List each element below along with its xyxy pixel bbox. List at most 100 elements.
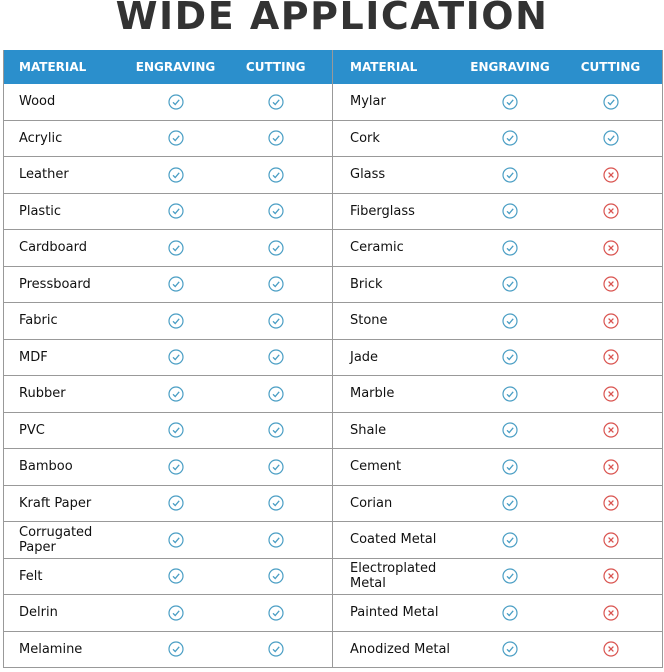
check-circle-icon bbox=[167, 240, 184, 256]
material-name: Fiberglass bbox=[350, 203, 415, 219]
x-circle-icon bbox=[602, 495, 619, 511]
cutting-cell bbox=[219, 459, 332, 475]
material-name: PVC bbox=[19, 422, 45, 438]
check-circle-icon bbox=[268, 532, 284, 548]
engraving-cell bbox=[461, 532, 559, 548]
cutting-cell bbox=[219, 130, 332, 146]
material-name: MDF bbox=[19, 349, 48, 365]
table-row: Fabric Stone bbox=[4, 303, 662, 340]
engraving-cell bbox=[461, 349, 559, 365]
cutting-cell bbox=[559, 130, 662, 146]
check-circle-icon bbox=[502, 313, 518, 329]
cutting-cell bbox=[559, 568, 662, 584]
table-row: PVC Shale bbox=[4, 412, 662, 449]
cutting-cell bbox=[559, 386, 662, 402]
check-circle-icon bbox=[268, 167, 284, 183]
header-material: MATERIAL bbox=[19, 60, 87, 74]
table-row: Felt Electroplated Metal bbox=[4, 558, 662, 595]
material-name: Plastic bbox=[19, 203, 62, 219]
engraving-cell bbox=[461, 568, 559, 584]
check-circle-icon bbox=[268, 240, 284, 256]
header-cutting: CUTTING bbox=[245, 60, 306, 74]
check-circle-icon bbox=[167, 167, 184, 183]
cutting-cell bbox=[559, 459, 662, 475]
cutting-cell bbox=[219, 422, 332, 438]
header-engraving: ENGRAVING bbox=[470, 60, 550, 74]
material-name: Corrugated Paper bbox=[19, 524, 93, 555]
check-circle-icon bbox=[167, 422, 184, 438]
table-row: Delrin Painted Metal bbox=[4, 595, 662, 632]
check-circle-icon bbox=[268, 568, 284, 584]
x-circle-icon bbox=[602, 459, 619, 475]
table-row: Acrylic Cork bbox=[4, 120, 662, 157]
check-circle-icon bbox=[167, 641, 184, 657]
cutting-cell bbox=[559, 240, 662, 256]
engraving-cell bbox=[461, 605, 559, 621]
page-title: WIDE APPLICATION bbox=[115, 0, 549, 38]
engraving-cell bbox=[461, 459, 559, 475]
cutting-cell bbox=[219, 203, 332, 219]
material-name: Acrylic bbox=[19, 130, 63, 146]
engraving-cell bbox=[461, 422, 559, 438]
material-name: Kraft Paper bbox=[19, 495, 92, 511]
check-circle-icon bbox=[268, 605, 284, 621]
check-circle-icon bbox=[502, 386, 518, 402]
material-name: Corian bbox=[350, 495, 393, 511]
x-circle-icon bbox=[602, 167, 619, 183]
cutting-cell bbox=[559, 276, 662, 292]
x-circle-icon bbox=[602, 641, 619, 657]
check-circle-icon bbox=[167, 130, 184, 146]
table-row: MDF Jade bbox=[4, 339, 662, 376]
engraving-cell bbox=[461, 641, 559, 657]
material-name: Cork bbox=[350, 130, 380, 146]
cutting-cell bbox=[219, 641, 332, 657]
check-circle-icon bbox=[502, 167, 518, 183]
check-circle-icon bbox=[502, 276, 518, 292]
check-circle-icon bbox=[502, 459, 518, 475]
cutting-cell bbox=[219, 94, 332, 110]
table-row: Wood Mylar bbox=[4, 84, 662, 121]
engraving-cell bbox=[132, 422, 220, 438]
engraving-cell bbox=[461, 203, 559, 219]
cutting-cell bbox=[559, 313, 662, 329]
material-name: Wood bbox=[19, 94, 56, 110]
check-circle-icon bbox=[502, 532, 518, 548]
header-engraving: ENGRAVING bbox=[135, 60, 216, 74]
material-name: Rubber bbox=[19, 386, 66, 402]
header-material: MATERIAL bbox=[350, 60, 418, 74]
check-circle-icon bbox=[268, 422, 284, 438]
check-circle-icon bbox=[502, 203, 518, 219]
engraving-cell bbox=[132, 240, 220, 256]
check-circle-icon bbox=[268, 386, 284, 402]
material-name: Shale bbox=[350, 422, 387, 438]
cutting-cell bbox=[219, 313, 332, 329]
cutting-cell bbox=[559, 167, 662, 183]
engraving-cell bbox=[132, 568, 220, 584]
check-circle-icon bbox=[602, 94, 619, 110]
material-name: Bamboo bbox=[19, 459, 73, 475]
check-circle-icon bbox=[268, 276, 284, 292]
engraving-cell bbox=[132, 276, 220, 292]
check-circle-icon bbox=[268, 495, 284, 511]
check-circle-icon bbox=[502, 130, 518, 146]
engraving-cell bbox=[461, 276, 559, 292]
x-circle-icon bbox=[602, 532, 619, 548]
check-circle-icon bbox=[167, 203, 184, 219]
check-circle-icon bbox=[167, 532, 184, 548]
check-circle-icon bbox=[502, 605, 518, 621]
check-circle-icon bbox=[268, 94, 284, 110]
check-circle-icon bbox=[502, 568, 518, 584]
material-name: Glass bbox=[350, 167, 386, 183]
check-circle-icon bbox=[268, 459, 284, 475]
table-row: Cardboard Ceramic bbox=[4, 230, 662, 267]
material-name: Jade bbox=[350, 349, 379, 365]
engraving-cell bbox=[461, 313, 559, 329]
cutting-cell bbox=[559, 495, 662, 511]
engraving-cell bbox=[461, 240, 559, 256]
check-circle-icon bbox=[167, 94, 184, 110]
check-circle-icon bbox=[167, 459, 184, 475]
material-name: Delrin bbox=[19, 605, 58, 621]
engraving-cell bbox=[132, 532, 220, 548]
table-row: Plastic Fiberglass bbox=[4, 193, 662, 230]
material-name: Fabric bbox=[19, 313, 58, 329]
